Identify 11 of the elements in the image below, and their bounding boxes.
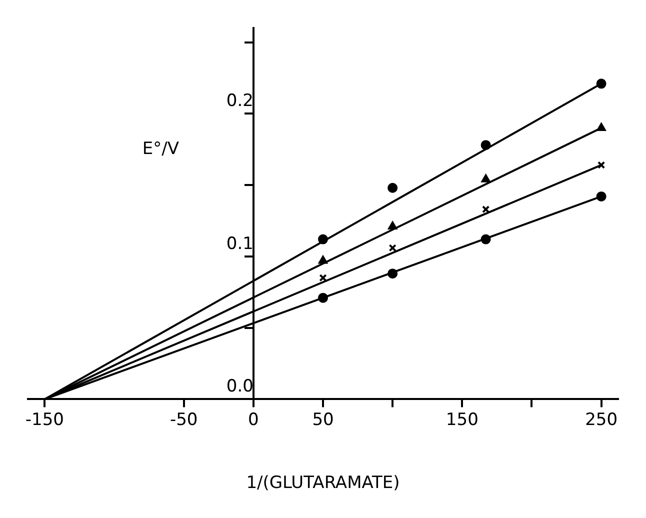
x-tick-label: -50 [170, 410, 198, 430]
x-tick-label: 50 [312, 410, 334, 430]
x-tick-label: 250 [585, 410, 618, 430]
x-tick-label: 0 [248, 410, 259, 430]
x-tick-label: 150 [446, 410, 478, 430]
x-axis-title: 1/(GLUTARAMATE) [246, 473, 400, 494]
x-tick-label: -150 [25, 410, 64, 430]
y-tick-label: 0.0 [226, 376, 254, 397]
y-tick-label: 0.2 [226, 91, 254, 112]
y-axis-title: E°/V [142, 139, 180, 160]
y-tick-label: 0.1 [226, 234, 254, 254]
